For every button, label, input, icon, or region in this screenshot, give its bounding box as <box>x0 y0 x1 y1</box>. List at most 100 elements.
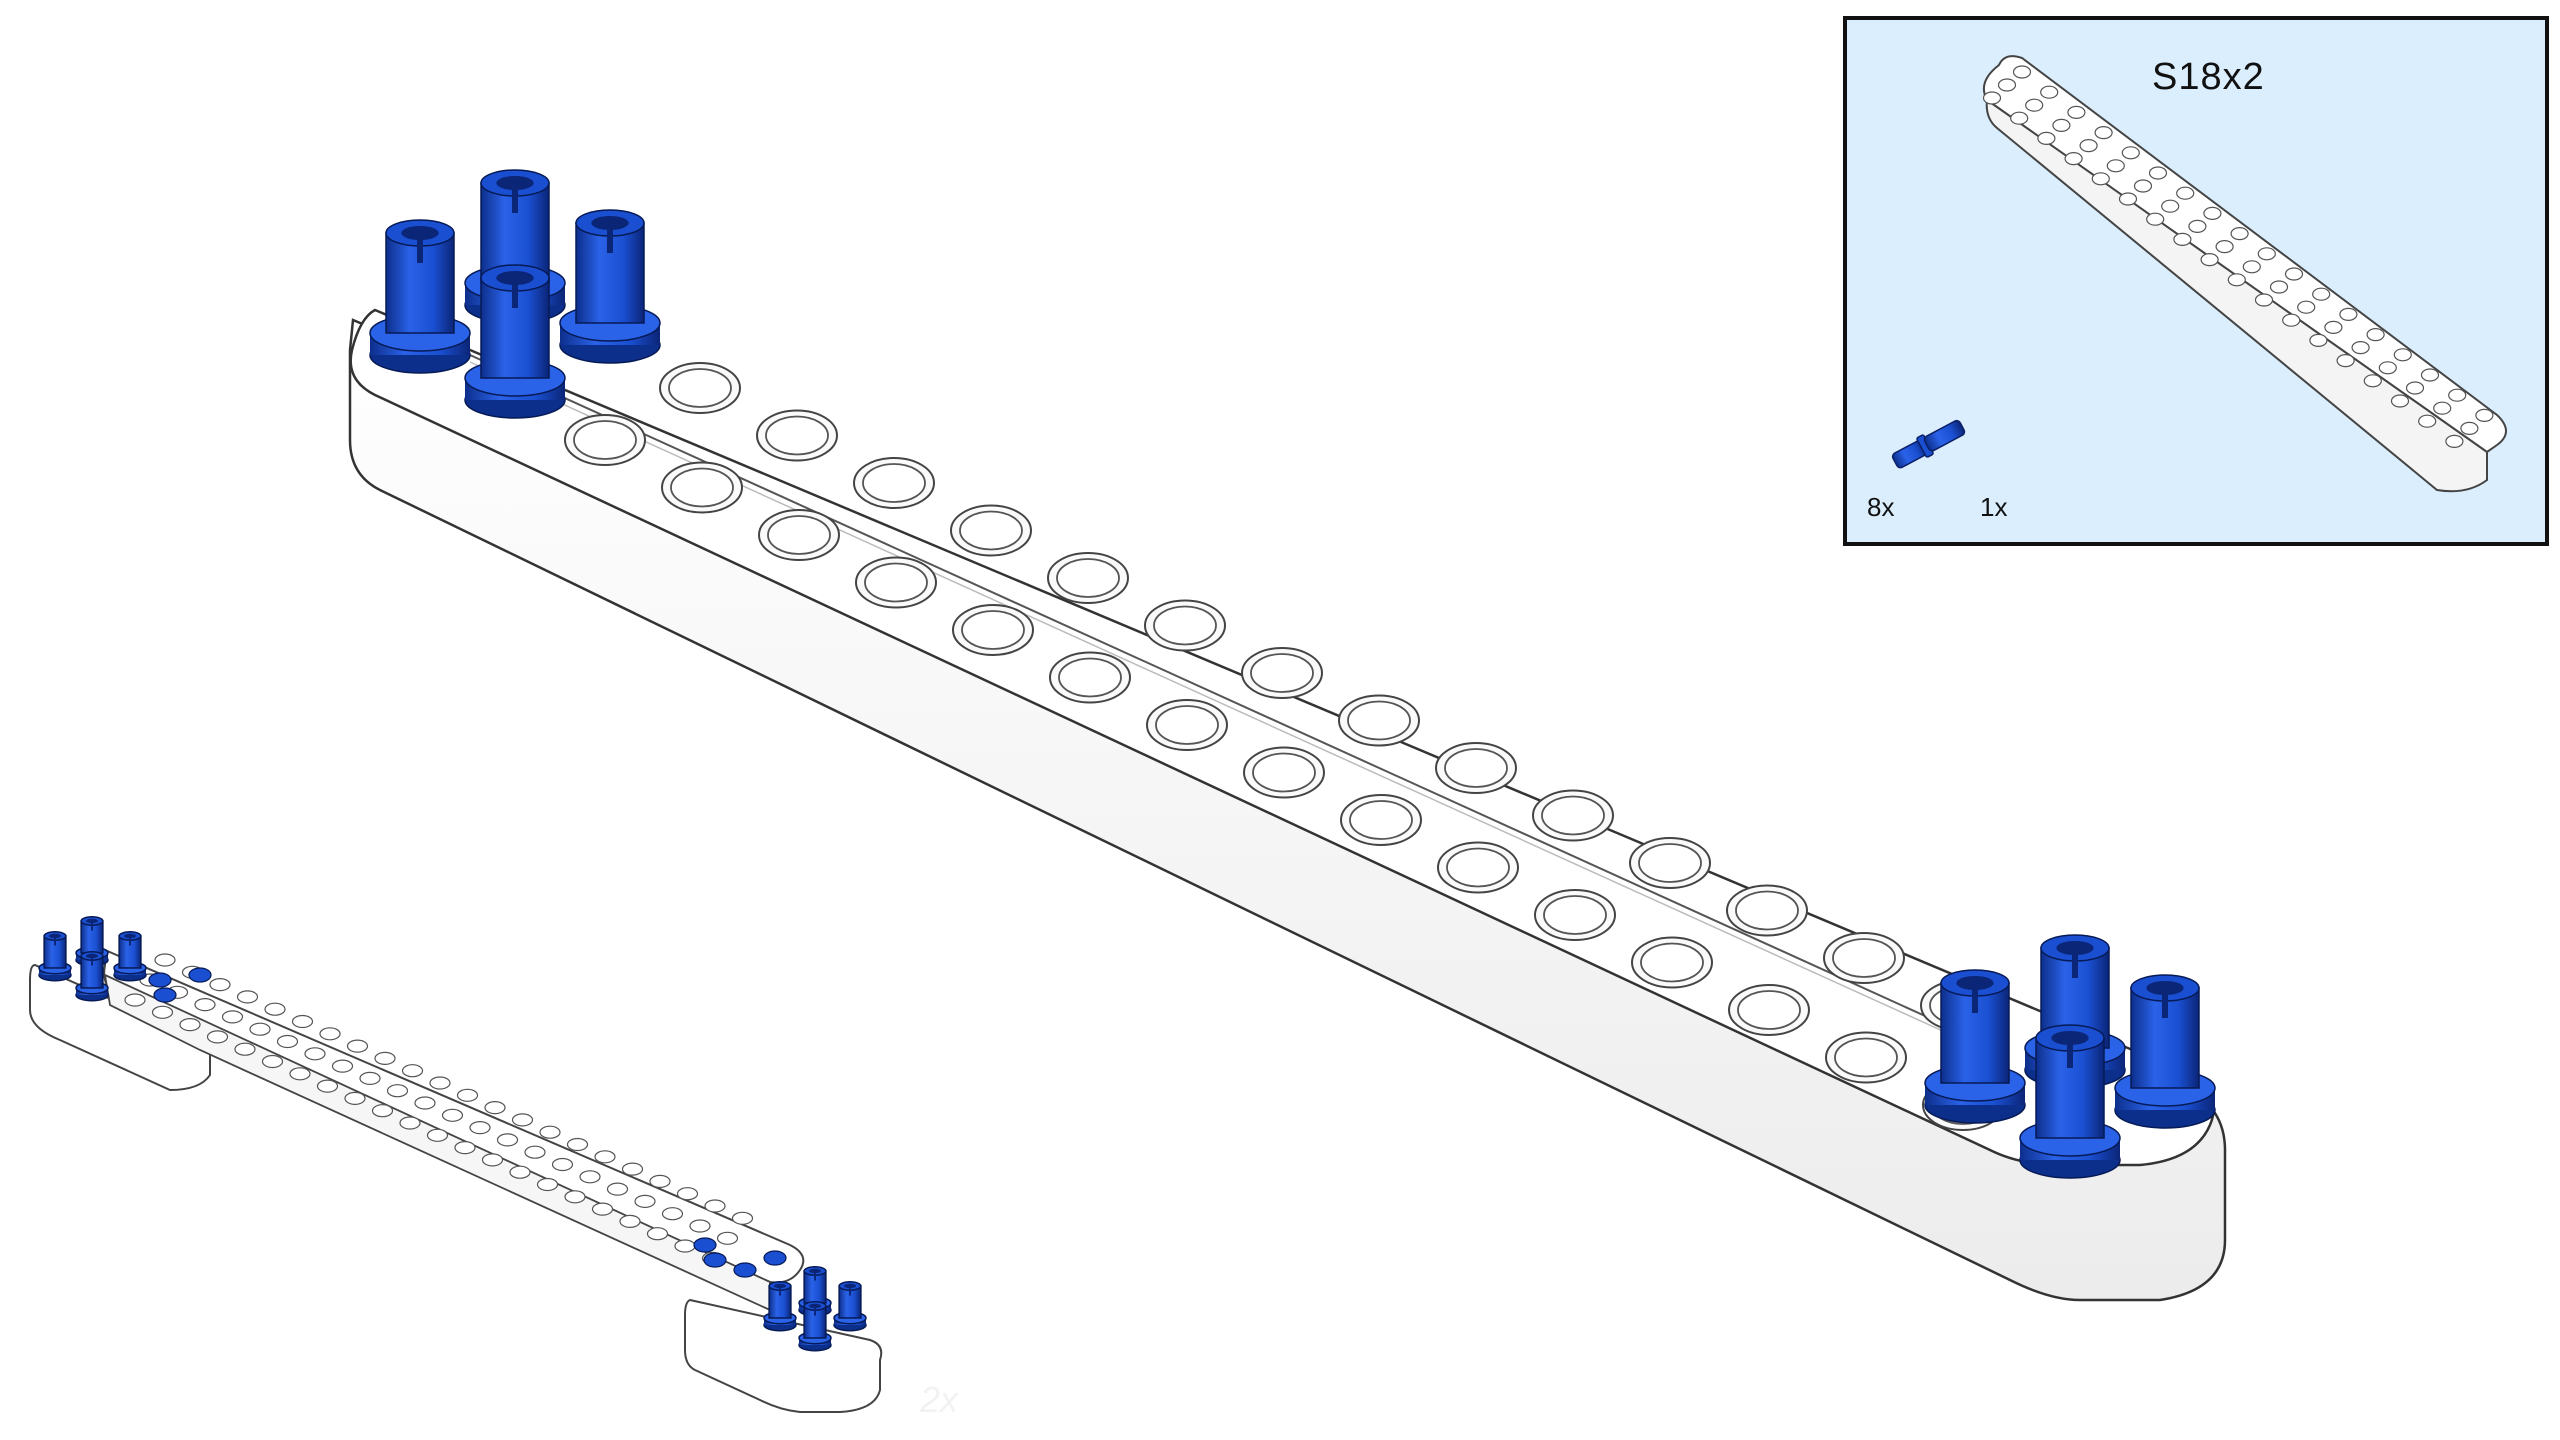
beam-hole <box>454 1140 476 1155</box>
blue-pin <box>559 209 661 364</box>
beam-hole <box>331 1059 354 1073</box>
beam-hole <box>481 1153 504 1167</box>
beam-hole <box>209 977 231 992</box>
blue-pin <box>75 951 109 1002</box>
blue-pin <box>369 219 471 374</box>
beam-hole <box>151 1005 174 1019</box>
beam-hole <box>952 604 1034 656</box>
beam-hole <box>621 1162 644 1176</box>
beam-hole <box>1629 837 1711 889</box>
beam-quantity-label: 1x <box>1980 492 2008 522</box>
blue-pin <box>798 1301 832 1352</box>
beam-hole <box>124 993 146 1007</box>
blue-pin-top <box>733 1262 757 1278</box>
beam-hole <box>194 997 216 1012</box>
beam-hole <box>606 1182 629 1196</box>
beam-hole <box>1340 794 1422 846</box>
beam-hole <box>236 990 259 1004</box>
beam-hole <box>564 414 646 466</box>
beam-hole <box>456 1088 479 1102</box>
beam-hole <box>344 1091 366 1106</box>
ghost-multiplier-mark: 2x <box>919 1379 960 1420</box>
beam-hole <box>731 1211 754 1225</box>
blue-pin-top <box>148 972 172 988</box>
beam-hole <box>1049 651 1131 704</box>
beam-hole <box>346 1039 369 1053</box>
beam-hole <box>264 1002 286 1016</box>
beam-hole <box>1728 984 1810 1036</box>
beam-hole <box>539 1125 561 1139</box>
white-beam-icon <box>1982 55 2507 493</box>
beam-hole <box>496 1133 519 1147</box>
sub-assembly-pins <box>38 916 867 1352</box>
beam-hole <box>758 509 840 561</box>
beam-hole <box>1437 841 1519 894</box>
beam-hole <box>564 1190 586 1204</box>
beam-hole <box>1534 889 1616 941</box>
beam-hole <box>304 1047 326 1061</box>
blue-connector-pin-icon <box>1891 419 1966 469</box>
beam-hole <box>509 1165 531 1179</box>
beam-hole <box>756 409 838 462</box>
beam-hole <box>1241 647 1323 699</box>
beam-hole <box>524 1145 546 1159</box>
blue-pin-top <box>763 1250 787 1266</box>
beam-hole <box>154 953 176 967</box>
beam-hole <box>276 1034 299 1049</box>
beam-hole <box>1726 884 1808 937</box>
beam-hole <box>249 1022 271 1036</box>
blue-pin <box>464 264 566 419</box>
beam-hole <box>716 1231 739 1245</box>
beam-hole <box>649 1174 671 1189</box>
beam-hole <box>374 1051 396 1066</box>
beam-hole <box>689 1219 711 1233</box>
blue-pin-top <box>693 1237 717 1253</box>
beam-hole <box>674 1239 696 1253</box>
beam-hole <box>484 1100 506 1115</box>
beam-hole <box>316 1079 339 1093</box>
beam-hole <box>1825 1031 1907 1084</box>
beam-hole <box>1823 932 1905 984</box>
beam-hole <box>1338 694 1420 747</box>
beam-hole <box>261 1054 284 1069</box>
beam-hole <box>426 1128 449 1142</box>
beam-hole <box>950 504 1032 557</box>
beam-hole <box>704 1199 726 1213</box>
beam-hole <box>619 1214 641 1229</box>
beam-hole <box>1047 552 1129 604</box>
beam-hole <box>536 1177 559 1192</box>
beam-hole <box>579 1170 601 1184</box>
beam-hole <box>1532 789 1614 842</box>
beam-hole <box>646 1227 669 1241</box>
beam-hole <box>371 1104 394 1118</box>
beam-hole <box>1144 599 1226 652</box>
parts-list-callout: S18x2 8x 1x <box>1843 16 2549 546</box>
sub-assembly-holes <box>118 953 787 1278</box>
beam-hole <box>659 362 741 414</box>
beam-hole <box>359 1071 381 1086</box>
part-name-label: S18x2 <box>2152 56 2265 98</box>
beam-hole <box>566 1137 589 1152</box>
main-beam-pins <box>369 169 2216 1179</box>
beam-hole <box>319 1027 341 1041</box>
beam-hole <box>1631 936 1713 989</box>
beam-hole <box>676 1187 699 1201</box>
beam-hole <box>1435 742 1517 794</box>
beam-hole <box>511 1113 534 1127</box>
beam-hole <box>1243 746 1325 799</box>
beam-hole <box>594 1150 616 1164</box>
beam-hole <box>551 1157 574 1172</box>
blue-pin-top <box>703 1252 727 1268</box>
blue-pin-top <box>188 967 212 983</box>
beam-hole <box>206 1030 229 1044</box>
blue-pin <box>763 1281 797 1332</box>
beam-hole <box>401 1064 424 1078</box>
beam-hole <box>429 1076 451 1090</box>
beam-hole <box>386 1084 409 1098</box>
beam-hole <box>634 1194 656 1209</box>
beam-hole <box>469 1120 491 1135</box>
beam-hole <box>591 1202 614 1216</box>
beam-hole <box>291 1014 314 1029</box>
